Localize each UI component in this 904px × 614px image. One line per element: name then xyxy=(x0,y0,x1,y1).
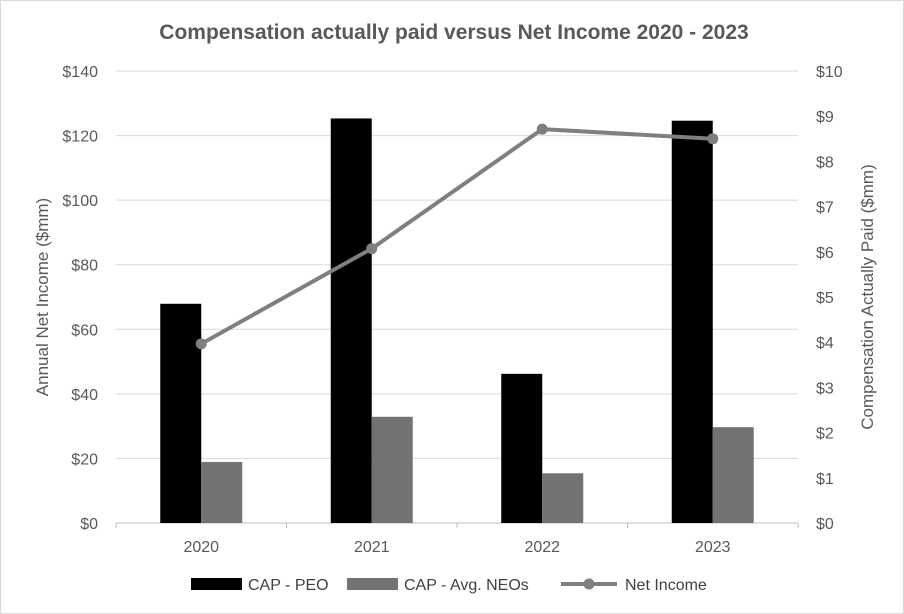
y-right-tick-label: $3 xyxy=(816,380,834,397)
net-income-point-2023 xyxy=(707,133,719,145)
net-income-line-path xyxy=(200,127,713,346)
bar-cap-peo-2020 xyxy=(160,303,202,523)
y-left-tick-label: $0 xyxy=(80,516,98,533)
y-right-tick-label: $6 xyxy=(816,245,834,262)
bar-cap-avg-neos-2023 xyxy=(712,427,754,523)
y-right-tick-label: $2 xyxy=(816,426,834,443)
y-axis-right-label: Compensation Actually Paid ($mm) xyxy=(858,164,877,430)
y-right-tick-label: $5 xyxy=(816,290,834,307)
y-left-tick-label: $20 xyxy=(71,451,98,468)
net-income-point-2021 xyxy=(366,243,378,255)
legend-label-cap-peo: CAP - PEO xyxy=(248,577,329,594)
x-tick-label: 2023 xyxy=(695,539,731,556)
net-income-line xyxy=(195,123,719,350)
bar-cap-avg-neos-2020 xyxy=(201,461,243,523)
legend-marker-net-income xyxy=(583,578,595,590)
chart-title: Compensation actually paid versus Net In… xyxy=(159,21,748,44)
y-right-tick-label: $9 xyxy=(816,109,834,126)
y-left-tick-label: $140 xyxy=(62,64,98,81)
y-right-tick-label: $1 xyxy=(816,471,834,488)
y-right-tick-label: $0 xyxy=(816,516,834,533)
left-axis-ticks: $0 $20 $40 $60 $80 $100 $120 $140 xyxy=(62,64,98,533)
legend: CAP - PEO CAP - Avg. NEOs Net Income xyxy=(191,577,707,594)
y-left-tick-label: $100 xyxy=(62,193,98,210)
legend-label-cap-avg-neos: CAP - Avg. NEOs xyxy=(404,577,529,594)
legend-swatch-cap-peo xyxy=(191,578,242,590)
bar-cap-avg-neos-2021 xyxy=(371,416,413,523)
y-left-tick-label: $60 xyxy=(71,322,98,339)
bar-cap-peo-2022 xyxy=(501,373,543,523)
y-right-tick-label: $8 xyxy=(816,154,834,171)
x-axis-ticks: 2020 2021 2022 2023 xyxy=(183,539,730,556)
y-right-tick-label: $10 xyxy=(816,64,843,81)
y-left-tick-label: $40 xyxy=(71,387,98,404)
legend-swatch-cap-avg-neos xyxy=(347,578,398,590)
y-axis-left-label: Annual Net Income ($mm) xyxy=(33,198,52,396)
legend-label-net-income: Net Income xyxy=(625,577,707,594)
net-income-point-2022 xyxy=(536,123,548,135)
bars xyxy=(160,118,754,524)
right-axis-ticks: $0 $1 $2 $3 $4 $5 $6 $7 $8 $9 $10 xyxy=(816,64,843,533)
y-right-tick-label: $7 xyxy=(816,200,834,217)
y-right-tick-label: $4 xyxy=(816,335,834,352)
bar-cap-avg-neos-2022 xyxy=(542,473,584,523)
x-tick-label: 2020 xyxy=(183,539,219,556)
y-left-tick-label: $120 xyxy=(62,129,98,146)
x-tick-label: 2021 xyxy=(354,539,390,556)
y-left-tick-label: $80 xyxy=(71,258,98,275)
bar-cap-peo-2021 xyxy=(330,118,372,524)
bar-cap-peo-2023 xyxy=(671,120,713,523)
x-tick-label: 2022 xyxy=(524,539,560,556)
net-income-point-2020 xyxy=(195,338,207,350)
